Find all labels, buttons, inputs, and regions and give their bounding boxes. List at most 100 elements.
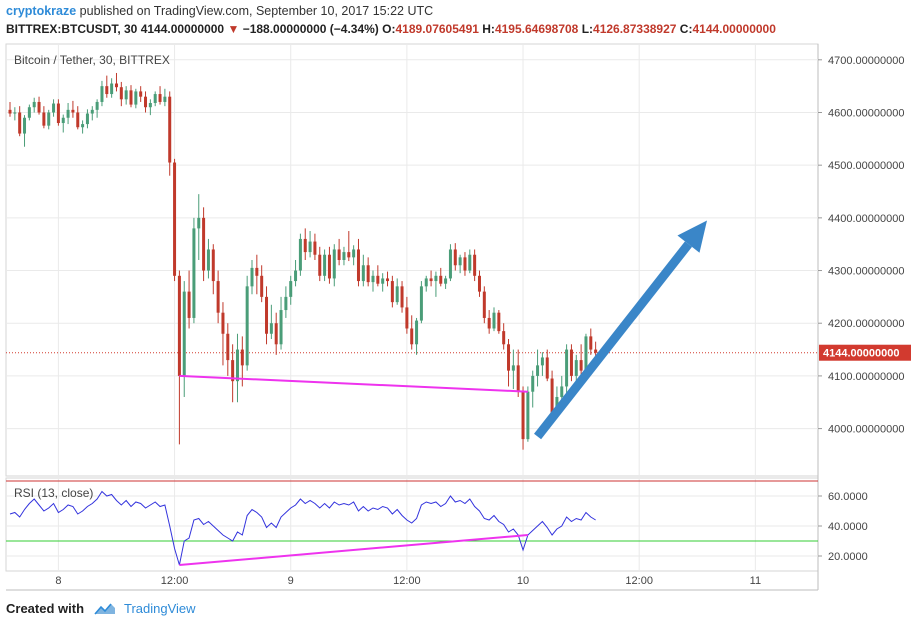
candle-body[interactable] — [376, 275, 380, 284]
candle-body[interactable] — [153, 94, 157, 104]
candle-body[interactable] — [352, 249, 356, 258]
candle-body[interactable] — [158, 94, 162, 102]
candle-body[interactable] — [250, 267, 254, 287]
candle-body[interactable] — [323, 254, 327, 276]
candle-body[interactable] — [129, 90, 133, 105]
candle-body[interactable] — [540, 357, 544, 366]
candle-body[interactable] — [511, 365, 515, 371]
candle-body[interactable] — [221, 312, 225, 334]
candle-body[interactable] — [114, 83, 118, 88]
candle-body[interactable] — [536, 365, 540, 376]
candle-body[interactable] — [61, 117, 65, 124]
candle-body[interactable] — [410, 328, 414, 345]
candle-body[interactable] — [90, 109, 94, 114]
candle-body[interactable] — [589, 336, 593, 350]
candle-body[interactable] — [492, 312, 496, 329]
price-pane[interactable] — [5, 43, 819, 477]
candle-body[interactable] — [313, 241, 317, 255]
candle-body[interactable] — [453, 249, 457, 266]
candle-body[interactable] — [356, 249, 360, 282]
candle-body[interactable] — [303, 238, 307, 253]
candle-body[interactable] — [347, 252, 351, 258]
candle-body[interactable] — [429, 278, 433, 282]
candle-body[interactable] — [255, 267, 259, 276]
candle-body[interactable] — [294, 270, 298, 282]
candle-body[interactable] — [144, 96, 148, 108]
candle-body[interactable] — [18, 112, 22, 134]
candle-body[interactable] — [298, 238, 302, 271]
rsi-line[interactable] — [9, 490, 596, 566]
candle-body[interactable] — [279, 310, 283, 345]
candle-body[interactable] — [400, 286, 404, 308]
candle-body[interactable] — [182, 291, 186, 376]
candle-body[interactable] — [594, 349, 598, 353]
candle-body[interactable] — [56, 103, 60, 124]
candle-body[interactable] — [211, 249, 215, 282]
breakout-arrow-shaft[interactable] — [534, 241, 693, 440]
candle-body[interactable] — [507, 344, 511, 371]
candle-body[interactable] — [439, 275, 443, 284]
candle-body[interactable] — [47, 112, 51, 126]
candle-body[interactable] — [226, 333, 230, 361]
candle-body[interactable] — [206, 249, 210, 271]
candle-body[interactable] — [8, 109, 12, 114]
candle-body[interactable] — [565, 349, 569, 387]
candle-body[interactable] — [337, 249, 341, 260]
candle-body[interactable] — [361, 265, 365, 282]
candle-body[interactable] — [405, 307, 409, 329]
candle-body[interactable] — [395, 286, 399, 303]
candle-body[interactable] — [134, 91, 138, 105]
candle-body[interactable] — [390, 281, 394, 303]
candle-body[interactable] — [177, 275, 181, 376]
candle-body[interactable] — [381, 278, 385, 284]
candle-body[interactable] — [163, 96, 167, 102]
candle-body[interactable] — [482, 291, 486, 318]
candle-body[interactable] — [574, 360, 578, 376]
candle-body[interactable] — [521, 391, 525, 440]
candle-body[interactable] — [265, 296, 269, 334]
candle-body[interactable] — [327, 254, 331, 279]
candle-body[interactable] — [473, 254, 477, 276]
candle-body[interactable] — [192, 228, 196, 318]
candle-body[interactable] — [516, 365, 520, 392]
candle-body[interactable] — [448, 249, 452, 279]
candle-body[interactable] — [32, 101, 36, 108]
candle-body[interactable] — [27, 107, 31, 118]
candle-body[interactable] — [463, 257, 467, 271]
candle-body[interactable] — [245, 286, 249, 366]
candle-body[interactable] — [37, 101, 41, 113]
candle-body[interactable] — [269, 323, 273, 334]
candle-body[interactable] — [95, 101, 99, 110]
candle-body[interactable] — [424, 278, 428, 287]
candle-body[interactable] — [308, 241, 312, 253]
candle-body[interactable] — [550, 378, 554, 413]
candle-body[interactable] — [235, 349, 239, 382]
candle-body[interactable] — [76, 112, 80, 128]
candle-body[interactable] — [105, 86, 109, 95]
candle-body[interactable] — [497, 312, 501, 332]
candle-body[interactable] — [332, 249, 336, 279]
tradingview-brand-link[interactable]: TradingView — [124, 601, 196, 616]
candle-body[interactable] — [289, 281, 293, 297]
candle-body[interactable] — [197, 217, 201, 229]
candle-body[interactable] — [545, 357, 549, 379]
candle-body[interactable] — [415, 320, 419, 345]
candle-body[interactable] — [139, 91, 143, 97]
candle-body[interactable] — [71, 109, 75, 113]
candle-body[interactable] — [23, 117, 27, 134]
candle-body[interactable] — [216, 281, 220, 313]
candle-body[interactable] — [342, 252, 346, 260]
candle-body[interactable] — [85, 113, 89, 125]
candle-body[interactable] — [260, 275, 264, 297]
candle-body[interactable] — [434, 275, 438, 282]
candle-body[interactable] — [468, 254, 472, 271]
candle-body[interactable] — [66, 109, 70, 118]
price-divergence-trendline[interactable] — [179, 374, 528, 393]
candle-body[interactable] — [148, 103, 152, 108]
candle-body[interactable] — [386, 278, 390, 282]
candle-body[interactable] — [444, 278, 448, 284]
candle-body[interactable] — [124, 90, 128, 100]
author-link[interactable]: cryptokraze — [6, 4, 77, 18]
candle-body[interactable] — [366, 265, 370, 283]
